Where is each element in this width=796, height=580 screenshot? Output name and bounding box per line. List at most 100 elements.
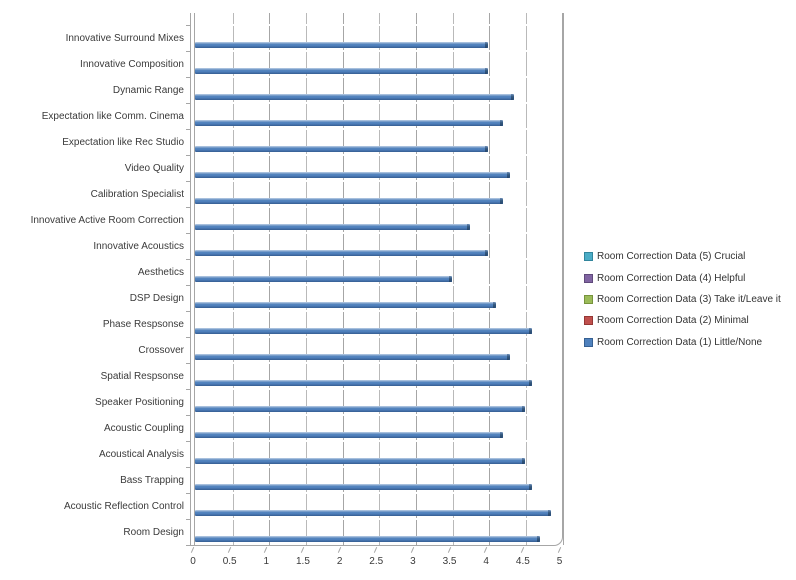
bar-tip — [529, 328, 533, 334]
x-axis-tick-label: 3 — [410, 556, 416, 567]
y-axis-tick — [186, 51, 191, 52]
row-separator — [196, 466, 559, 468]
bar-tip — [547, 510, 551, 516]
bar — [195, 198, 503, 204]
x-axis-tick-label: 1.5 — [295, 556, 310, 567]
x-axis-tick — [300, 546, 305, 553]
x-axis-tick-label: 2.5 — [369, 556, 384, 567]
bar — [195, 536, 540, 542]
row-separator — [196, 128, 559, 130]
bar — [195, 302, 496, 308]
category-label: Crossover — [138, 344, 184, 356]
y-axis-tick — [186, 467, 191, 468]
bar-tip — [521, 406, 525, 412]
y-axis-wall-line — [190, 13, 191, 545]
bar — [195, 276, 452, 282]
row-separator — [196, 232, 559, 234]
category-label: Innovative Active Room Correction — [30, 214, 184, 226]
y-axis-tick — [186, 129, 191, 130]
bar-tip — [529, 380, 533, 386]
bar-tip — [448, 276, 452, 282]
bar-tip — [485, 42, 489, 48]
legend-swatch — [584, 294, 593, 304]
y-axis-tick — [186, 441, 191, 442]
legend-label: Room Correction Data (4) Helpful — [597, 272, 746, 284]
x-axis-tick — [484, 546, 488, 553]
gridline — [562, 13, 564, 545]
row-separator — [196, 310, 559, 312]
bar — [195, 224, 470, 230]
category-label: Spatial Respsonse — [100, 370, 184, 382]
category-label: Innovative Surround Mixes — [65, 32, 184, 44]
row-separator — [196, 440, 559, 442]
category-label: Speaker Positioning — [95, 396, 184, 408]
row-separator — [196, 362, 559, 364]
y-axis-tick — [186, 259, 191, 260]
y-axis-tick — [186, 77, 191, 78]
x-axis-tick-label: 1 — [263, 556, 270, 567]
bar-tip — [499, 120, 503, 126]
legend-label: Room Correction Data (1) Little/None — [597, 336, 763, 348]
y-axis-tick — [186, 545, 191, 546]
x-axis-tick-label: 4 — [483, 556, 489, 567]
bar — [195, 406, 525, 412]
gridline — [452, 13, 454, 545]
x-axis-tick — [337, 546, 342, 553]
bar-tip — [507, 172, 511, 178]
category-label: Room Design — [123, 526, 184, 538]
y-axis-tick — [186, 207, 191, 208]
bar — [195, 510, 551, 516]
category-label: Aesthetics — [137, 266, 184, 278]
y-axis-tick — [186, 493, 191, 494]
y-axis-tick — [186, 25, 191, 26]
category-label: Dynamic Range — [112, 84, 184, 96]
bar — [195, 354, 511, 360]
legend-item: Room Correction Data (4) Helpful — [584, 267, 781, 288]
bar — [195, 94, 514, 100]
y-axis-tick — [186, 415, 191, 416]
bar — [195, 120, 503, 126]
x-axis-tick — [227, 546, 232, 553]
y-axis-tick — [186, 311, 191, 312]
legend-label: Room Correction Data (3) Take it/Leave i… — [597, 293, 781, 305]
row-separator — [196, 24, 559, 26]
bar-tip — [499, 432, 503, 438]
bar-tip — [536, 536, 540, 542]
legend-item: Room Correction Data (2) Minimal — [584, 310, 781, 331]
row-separator — [196, 492, 559, 494]
category-label: Acoustical Analysis — [98, 448, 184, 460]
legend-label: Room Correction Data (5) Crucial — [597, 251, 746, 263]
row-separator — [196, 180, 559, 182]
y-axis-tick — [186, 155, 191, 156]
bar — [195, 42, 489, 48]
bar — [195, 484, 533, 490]
gridline — [489, 13, 491, 545]
row-separator — [196, 388, 559, 390]
bar — [195, 328, 533, 334]
row-separator — [196, 284, 559, 286]
y-axis-tick — [186, 285, 191, 286]
category-label: Acoustic Coupling — [103, 422, 184, 434]
category-label: Phase Respsonse — [102, 318, 184, 330]
row-separator — [196, 50, 559, 52]
legend-swatch — [584, 316, 593, 326]
y-axis-tick — [186, 181, 191, 182]
x-axis-tick — [447, 546, 452, 553]
bar — [195, 380, 533, 386]
y-axis-wall-line — [194, 13, 195, 545]
category-label: Innovative Composition — [80, 58, 184, 70]
bar — [195, 146, 489, 152]
bar-tip — [507, 354, 511, 360]
bar — [195, 250, 489, 256]
bar — [195, 68, 489, 74]
category-label: Acoustic Reflection Control — [63, 500, 184, 512]
bar-tip — [485, 146, 489, 152]
bar-tip — [499, 198, 503, 204]
row-separator — [196, 206, 559, 208]
bar-tip — [485, 68, 489, 74]
legend-item: Room Correction Data (1) Little/None — [584, 332, 781, 353]
row-separator — [196, 102, 559, 104]
x-axis-tick — [410, 546, 415, 553]
legend-item: Room Correction Data (5) Crucial — [584, 246, 781, 267]
